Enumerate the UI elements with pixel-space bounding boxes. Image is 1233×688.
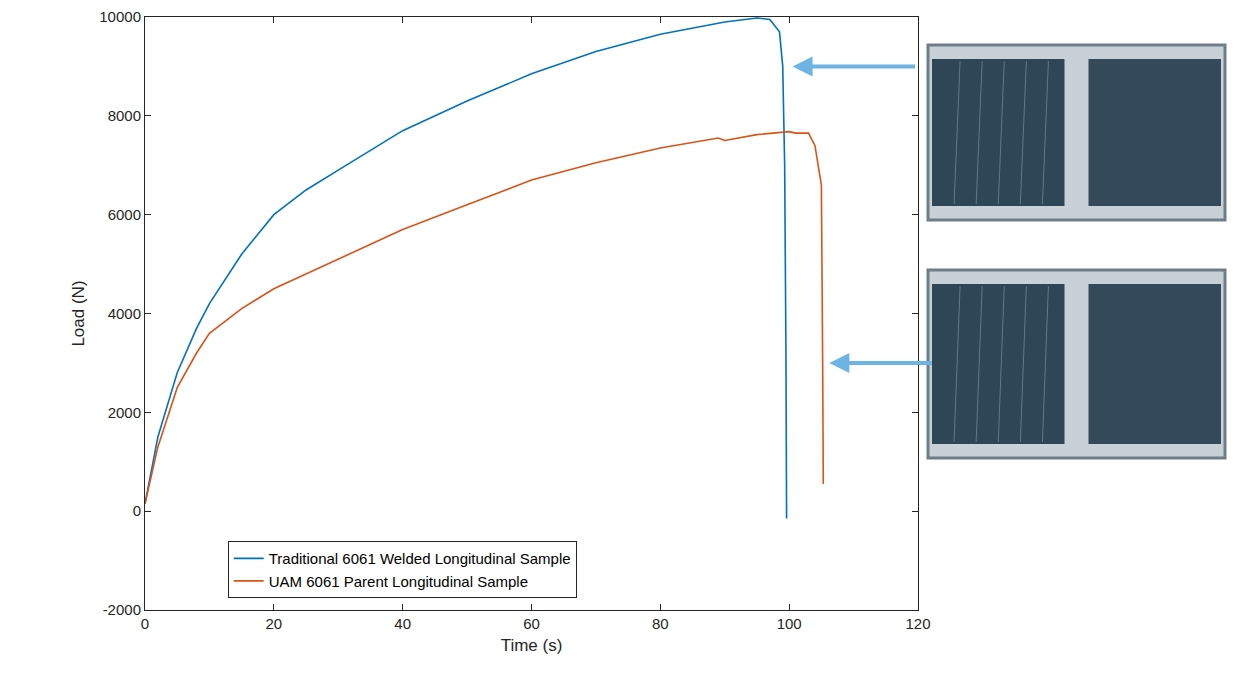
- svg-text:2000: 2000: [108, 404, 141, 421]
- svg-text:8000: 8000: [108, 107, 141, 124]
- svg-text:UAM 6061 Parent Longitudinal S: UAM 6061 Parent Longitudinal Sample: [269, 573, 528, 590]
- svg-text:20: 20: [265, 615, 282, 632]
- svg-text:4000: 4000: [108, 305, 141, 322]
- svg-text:120: 120: [905, 615, 930, 632]
- svg-text:Load (N): Load (N): [69, 280, 88, 346]
- svg-text:6000: 6000: [108, 206, 141, 223]
- svg-text:40: 40: [394, 615, 411, 632]
- svg-text:0: 0: [133, 502, 141, 519]
- svg-text:Time (s): Time (s): [501, 636, 563, 655]
- svg-text:60: 60: [523, 615, 540, 632]
- svg-text:10000: 10000: [99, 8, 141, 25]
- svg-text:Traditional 6061 Welded Longit: Traditional 6061 Welded Longitudinal Sam…: [269, 550, 571, 567]
- svg-text:0: 0: [141, 615, 149, 632]
- svg-text:80: 80: [652, 615, 669, 632]
- svg-text:100: 100: [777, 615, 802, 632]
- svg-text:-2000: -2000: [103, 601, 141, 618]
